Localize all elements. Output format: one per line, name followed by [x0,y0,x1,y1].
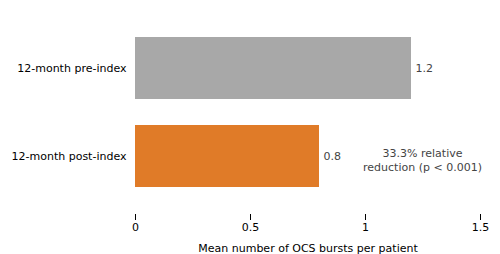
svg-text:12-month pre-index: 12-month pre-index [17,62,127,75]
svg-text:0.8: 0.8 [324,150,342,163]
svg-text:0.5: 0.5 [242,221,260,234]
svg-text:Mean number of OCS bursts per: Mean number of OCS bursts per patient [198,242,418,254]
svg-text:reduction (p < 0.001): reduction (p < 0.001) [363,161,482,174]
svg-text:12-month post-index: 12-month post-index [12,150,127,163]
svg-text:1.2: 1.2 [416,62,434,75]
svg-text:33.3% relative: 33.3% relative [383,147,463,160]
svg-text:1.5: 1.5 [472,221,490,234]
svg-text:1: 1 [362,221,369,234]
svg-text:0: 0 [132,221,139,234]
